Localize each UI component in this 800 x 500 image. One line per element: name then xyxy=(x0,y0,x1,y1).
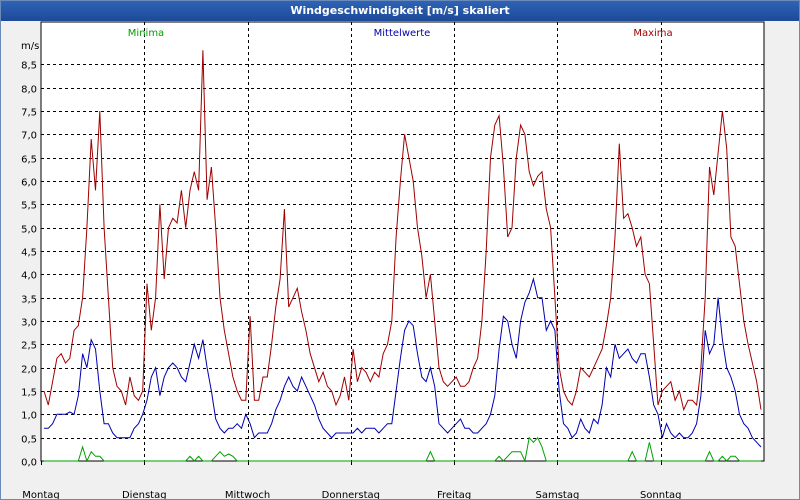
series-line-mittel xyxy=(44,277,762,448)
y-tick-label: 7,0 xyxy=(21,131,37,142)
series-line-maxima xyxy=(43,50,762,412)
day-name-label: Donnerstag xyxy=(322,490,380,499)
y-tick-label: 2,0 xyxy=(21,365,37,376)
y-tick-label: 3,0 xyxy=(21,318,37,329)
legend-mittel: Mittelwerte xyxy=(374,28,431,39)
day-name-label: Freitag xyxy=(437,490,471,499)
day-name-label: Samstag xyxy=(536,490,580,499)
y-tick-label: 1,0 xyxy=(21,411,37,422)
y-tick-label: 8,5 xyxy=(21,61,37,72)
y-tick-label: 6,0 xyxy=(21,178,37,189)
y-tick-label: 0,5 xyxy=(21,435,37,446)
y-tick-label: 4,0 xyxy=(21,271,37,282)
y-tick-label: 7,5 xyxy=(21,108,37,119)
y-axis-label: m/s xyxy=(21,41,39,52)
day-name-label: Sonntag xyxy=(640,490,682,499)
y-tick-label: 1,5 xyxy=(21,388,37,399)
y-tick-label: 6,5 xyxy=(21,155,37,166)
y-tick-label: 8,0 xyxy=(21,85,37,96)
y-tick-label: 5,5 xyxy=(21,201,37,212)
y-tick-label: 2,5 xyxy=(21,341,37,352)
day-name-label: Montag xyxy=(22,490,59,499)
legend-minima: Minima xyxy=(128,28,164,39)
window-title: Windgeschwindigkeit [m/s] skaliert xyxy=(1,1,799,21)
day-name-label: Mittwoch xyxy=(225,490,270,499)
y-tick-label: 4,5 xyxy=(21,248,37,259)
y-tick-label: 5,0 xyxy=(21,225,37,236)
y-tick-label: 3,5 xyxy=(21,295,37,306)
plot-area xyxy=(40,21,765,462)
wind-speed-chart: 0,0 0,5 1,0 1,5 2,0 2,5 3,0 3,5 4,0 4,5 5,0 5,5 6,0 6… xyxy=(21,21,765,499)
y-tick-label: 0,0 xyxy=(21,458,37,469)
series-line-minima xyxy=(44,436,761,463)
day-name-label: Dienstag xyxy=(122,490,167,499)
legend-maxima: Maxima xyxy=(633,28,672,39)
